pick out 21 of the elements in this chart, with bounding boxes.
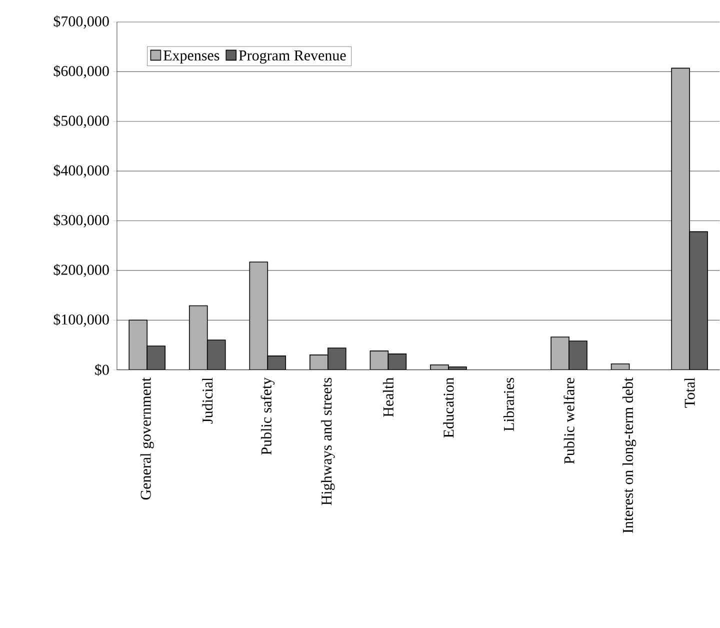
y-tick-label: $400,000	[54, 164, 109, 178]
y-tick-label: $0	[95, 364, 109, 376]
x-tick-label: General government	[140, 378, 154, 500]
legend-label: Expenses	[164, 50, 220, 64]
y-tick-label: $600,000	[54, 65, 109, 78]
x-tick-label: Highways and streets	[321, 378, 335, 506]
x-tick-label: Libraries	[503, 378, 514, 432]
x-tick-label: Total	[684, 378, 695, 408]
x-tick-label: Public welfare	[564, 378, 574, 464]
y-tick-label: $100,000	[54, 314, 109, 327]
y-tick-label: $300,000	[54, 214, 109, 228]
bar	[610, 364, 630, 370]
x-tick-label: Health	[382, 378, 394, 418]
x-tick-label: Judicial	[202, 378, 213, 424]
y-tick-label: $700,000	[54, 16, 109, 29]
x-tick-label: Education	[443, 378, 454, 438]
legend-label: Program Revenue	[238, 50, 346, 64]
y-tick-label: $200,000	[54, 264, 109, 278]
x-tick-label: Interest on long-term debt	[622, 378, 636, 534]
y-tick-label: $500,000	[54, 114, 109, 128]
x-tick-label: Public safety	[260, 378, 275, 455]
